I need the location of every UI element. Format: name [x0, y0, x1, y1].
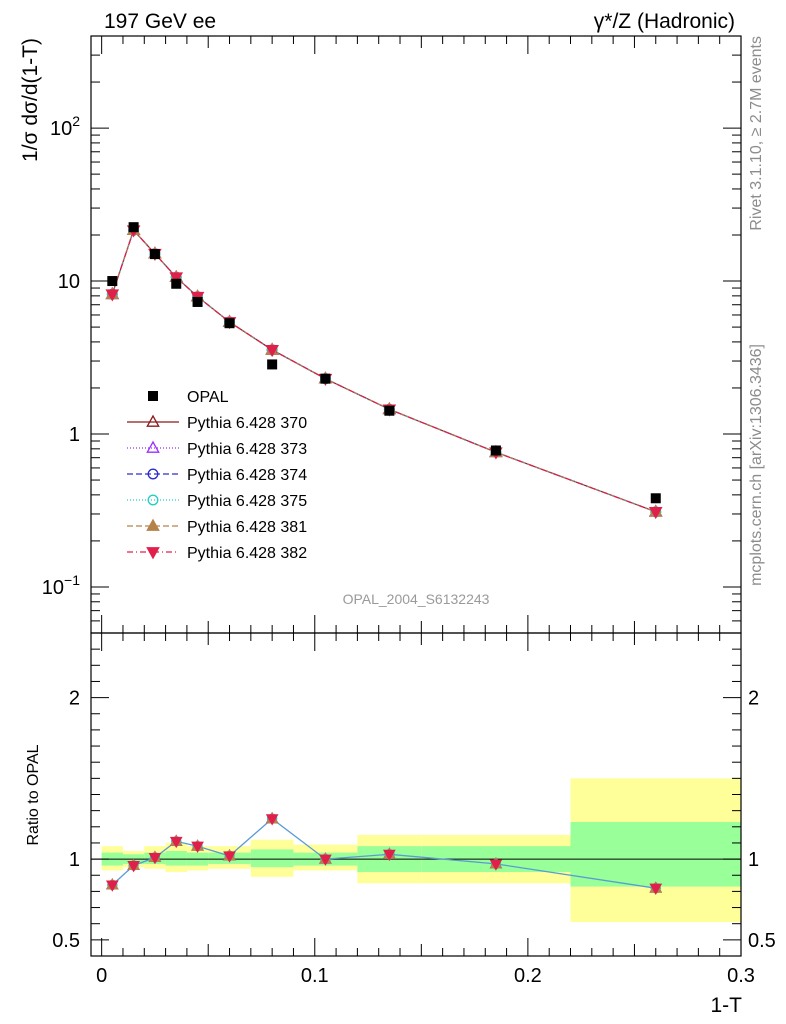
legend-label: Pythia 6.428 375	[187, 493, 307, 510]
ratio-y-tick-label-left: 0.5	[52, 930, 80, 952]
opal-data-point	[128, 222, 139, 233]
ratio-band-green	[570, 821, 741, 887]
legend-marker	[146, 414, 160, 427]
rivet-side-label: Rivet 3.1.10, ≥ 2.7M events	[748, 36, 765, 231]
legend-marker-opal	[148, 391, 158, 401]
main-y-tick-label: 102	[50, 113, 80, 140]
main-series-point	[648, 506, 663, 520]
ratio-series-point	[223, 851, 236, 863]
ratio-series-point	[191, 841, 204, 854]
ratio-y-tick-label-right: 1	[748, 849, 759, 871]
ratio-series-point	[148, 852, 162, 865]
x-tick-label: 0	[96, 965, 107, 987]
ratio-y-tick-label-right: 2	[748, 688, 759, 710]
x-axis-label: 1-T	[711, 994, 743, 1017]
opal-data-point	[149, 249, 160, 260]
legend-label: Pythia 6.428 382	[187, 545, 307, 562]
opal-data-point	[320, 373, 331, 384]
legend-label: Pythia 6.428 381	[187, 519, 307, 536]
legend-label: Pythia 6.428 374	[187, 467, 307, 484]
axis-ticks: 10−1 1 10 102 0 0.1 0.2 0.3 0.5 0.5 1 1 2 2	[42, 35, 776, 987]
legend-marker	[147, 494, 159, 506]
ratio-band-green	[250, 849, 294, 868]
main-y-tick-label: 10−1	[42, 572, 80, 599]
ratio-series-point	[105, 880, 119, 892]
x-tick-label: 0.3	[727, 965, 755, 987]
opal-data-point	[224, 318, 235, 329]
legend: OPAL Pythia 6.428 370 Pythia 6.428 373 Pyth…	[127, 389, 307, 562]
opal-data-point	[384, 405, 395, 416]
opal-data-point	[171, 278, 182, 289]
main-series-point	[105, 289, 120, 302]
header-right: γ*/Z (Hadronic)	[594, 10, 735, 33]
ratio-series-point	[489, 859, 503, 871]
ratio-series-point	[649, 883, 663, 896]
ratio-series-point	[127, 861, 140, 873]
opal-data-points	[107, 222, 661, 504]
ratio-y-tick-label-left: 2	[69, 688, 80, 710]
ratio-series-point	[265, 814, 279, 826]
opal-data-point	[192, 296, 203, 307]
opal-data-point	[650, 493, 661, 504]
legend-marker	[146, 518, 160, 531]
opal-data-point	[267, 359, 278, 370]
ratio-y-axis-label: Ratio to OPAL	[25, 744, 42, 845]
opal-data-point	[107, 276, 118, 287]
ratio-uncertainty-bands	[91, 778, 741, 923]
ratio-series-point	[169, 836, 183, 849]
legend-marker	[147, 468, 159, 480]
main-series-point	[265, 344, 279, 358]
opal-data-point	[490, 445, 501, 456]
main-y-tick-label: 10	[58, 271, 80, 293]
x-tick-label: 0.2	[514, 965, 542, 987]
main-series-point	[169, 272, 184, 285]
ratio-series-lines	[105, 811, 663, 896]
main-plot-frame	[90, 35, 742, 634]
legend-marker	[146, 547, 160, 560]
main-y-tick-label: 1	[69, 424, 80, 446]
legend-marker	[146, 440, 160, 453]
legend-label: Pythia 6.428 373	[187, 441, 307, 458]
ratio-y-tick-label-left: 1	[69, 849, 80, 871]
header-left: 197 GeV ee	[104, 10, 216, 33]
legend-label: Pythia 6.428 370	[187, 415, 307, 432]
legend-label-opal: OPAL	[187, 389, 229, 406]
mcplots-side-label: mcplots.cern.ch [arXiv:1306.3436]	[748, 344, 765, 586]
analysis-id-label: OPAL_2004_S6132243	[343, 591, 490, 607]
ratio-series-point	[319, 854, 332, 866]
ratio-y-tick-label-right: 0.5	[748, 930, 776, 952]
main-y-axis-label: 1/σ dσ/d(1-T)	[19, 38, 42, 162]
x-tick-label: 0.1	[301, 965, 329, 987]
ratio-band-green	[165, 851, 187, 866]
ratio-series-point	[383, 849, 396, 862]
